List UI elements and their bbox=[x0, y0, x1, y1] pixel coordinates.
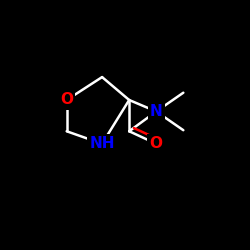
Text: O: O bbox=[150, 136, 163, 151]
Text: N: N bbox=[150, 104, 162, 119]
Text: O: O bbox=[60, 92, 73, 108]
Text: NH: NH bbox=[89, 136, 115, 151]
